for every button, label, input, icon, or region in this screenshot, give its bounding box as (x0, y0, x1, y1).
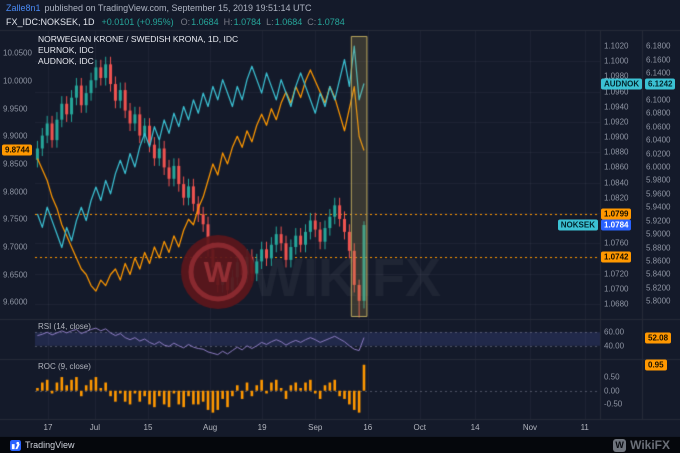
publish-text: published on TradingView.com, September … (44, 2, 312, 13)
legend-eurnok[interactable]: EURNOK, IDC (38, 45, 94, 55)
open-label: O: (180, 16, 191, 27)
chart-legend: NORWEGIAN KRONE / SWEDISH KRONA, 1D, IDC… (38, 34, 238, 67)
ohlc-values: O:1.0684 H:1.0784 L:1.0684 C:1.0784 (181, 17, 345, 27)
wikifx-logo-icon: W (613, 438, 627, 452)
tradingview-attribution[interactable]: TradingView (10, 439, 75, 451)
author-link[interactable]: Zalle8n1 (6, 2, 41, 13)
publish-bar: Zalle8n1 published on TradingView.com, S… (0, 0, 680, 15)
legend-main-symbol[interactable]: NORWEGIAN KRONE / SWEDISH KRONA, 1D, IDC (38, 34, 239, 44)
open-value: 1.0684 (191, 16, 219, 27)
symbol-info-bar: FX_IDC:NOKSEK, 1D +0.0101 (+0.95%) O:1.0… (0, 14, 680, 29)
footer-bar: TradingView W WikiFX (0, 437, 680, 453)
rsi-pane-label[interactable]: RSI (14, close) (38, 322, 91, 331)
low-value: 1.0684 (274, 16, 303, 27)
wikifx-attribution: W WikiFX (613, 438, 670, 452)
low-label: L: (266, 16, 274, 27)
roc-pane-label[interactable]: ROC (9, close) (38, 362, 91, 371)
high-value: 1.0784 (233, 16, 262, 27)
tradingview-label: TradingView (25, 440, 75, 450)
high-label: H: (223, 16, 233, 27)
close-value: 1.0784 (317, 16, 345, 27)
symbol-title: FX_IDC:NOKSEK, 1D (6, 16, 95, 27)
legend-audnok[interactable]: AUDNOK, IDC (38, 56, 94, 66)
close-label: C: (307, 16, 317, 27)
price-change: +0.0101 (+0.95%) (101, 16, 174, 27)
tradingview-logo-icon (10, 439, 21, 451)
wikifx-label: WikiFX (630, 438, 670, 452)
